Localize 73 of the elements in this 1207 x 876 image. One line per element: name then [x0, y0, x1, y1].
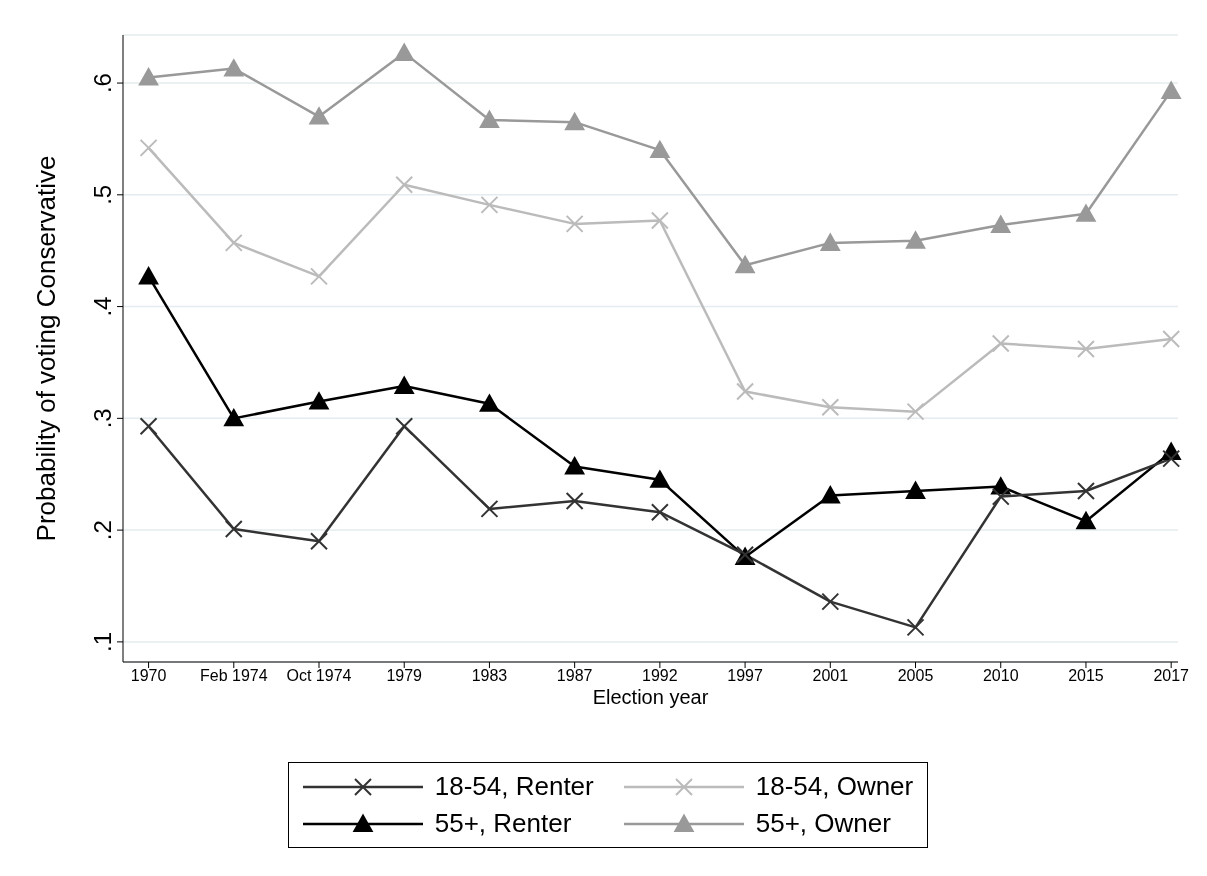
x-tick-label: 1970 — [130, 667, 167, 685]
point — [1160, 80, 1182, 99]
point — [905, 230, 926, 249]
point — [223, 58, 245, 77]
point — [1076, 482, 1095, 500]
legend-label: 55+, Owner — [755, 808, 891, 839]
x-tick-label: 2010 — [982, 667, 1019, 685]
point — [649, 139, 671, 159]
point — [1162, 330, 1181, 348]
point — [139, 138, 158, 157]
x-tick-label: 1987 — [556, 667, 593, 685]
point — [138, 266, 159, 285]
point — [224, 233, 243, 252]
point — [736, 382, 755, 401]
x-tick-label: 1983 — [471, 667, 508, 685]
point — [819, 485, 841, 504]
x-tick-label: 1979 — [386, 667, 423, 685]
point — [138, 67, 159, 86]
x-tick-label: 1992 — [642, 667, 678, 685]
point — [906, 618, 925, 637]
x-tick-label: Feb 1974 — [199, 667, 268, 685]
point — [821, 398, 840, 417]
y-tick-label: .2 — [89, 520, 116, 541]
x-tick-label: 2001 — [812, 667, 849, 685]
point — [734, 254, 756, 274]
y-tick-label: .1 — [89, 631, 116, 652]
point — [393, 42, 415, 61]
point — [223, 407, 245, 427]
point — [905, 480, 926, 499]
x-tick-label: 2017 — [1153, 667, 1190, 685]
point — [564, 111, 586, 131]
point — [479, 393, 500, 412]
y-tick-label: .3 — [89, 408, 116, 429]
point — [308, 106, 330, 125]
point — [480, 499, 499, 518]
point — [650, 211, 669, 230]
legend-label: 18-54, Owner — [755, 771, 914, 802]
point — [395, 417, 414, 436]
point — [1075, 203, 1097, 222]
point — [224, 520, 243, 538]
point — [1162, 449, 1181, 468]
point — [395, 175, 414, 194]
x-tick-label: 2005 — [897, 667, 934, 685]
point — [991, 487, 1010, 506]
point — [1075, 510, 1097, 530]
point — [990, 214, 1012, 233]
point — [649, 469, 671, 488]
legend-label: 18-54, Renter — [434, 771, 594, 802]
point — [650, 503, 669, 522]
point — [310, 267, 328, 286]
y-axis-title: Probability of voting Conservative — [31, 155, 62, 542]
point — [819, 232, 841, 251]
point — [393, 375, 415, 394]
point — [308, 391, 330, 410]
point — [139, 417, 158, 436]
x-tick-label: 1997 — [727, 667, 763, 685]
point — [310, 532, 328, 551]
point — [565, 492, 584, 511]
y-tick-label: .5 — [89, 184, 116, 205]
legend-label: 55+, Renter — [434, 808, 572, 839]
point — [480, 195, 499, 214]
x-tick-label: Oct 1974 — [286, 667, 352, 685]
point — [479, 109, 500, 128]
x-axis-title: Election year — [592, 686, 709, 708]
point — [906, 402, 925, 421]
y-tick-label: .4 — [89, 296, 116, 317]
point — [1076, 340, 1095, 359]
x-tick-label: 2015 — [1068, 667, 1104, 685]
point — [565, 214, 584, 233]
y-tick-label: .6 — [89, 73, 116, 94]
point — [991, 334, 1010, 353]
point — [564, 456, 586, 475]
point — [821, 592, 840, 611]
